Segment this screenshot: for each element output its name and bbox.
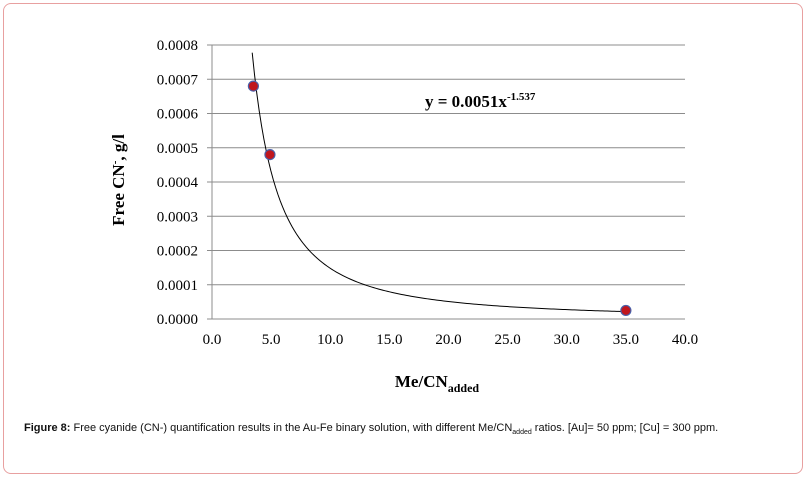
free-cyanide-chart: 0.00000.00010.00020.00030.00040.00050.00… (109, 38, 699, 395)
caption-text-end: ratios. [Au]= 50 ppm; [Cu] = 300 ppm. (531, 422, 719, 434)
data-point (620, 304, 632, 317)
data-point (264, 149, 276, 161)
y-tick-label: 0.0007 (157, 72, 199, 88)
figure-caption: Figure 8: Free cyanide (CN-) quantificat… (24, 421, 784, 440)
figure-frame (3, 3, 803, 474)
y-tick-label: 0.0000 (157, 312, 198, 328)
y-tick-label: 0.0005 (157, 141, 198, 157)
x-tick-label: 40.0 (672, 332, 698, 348)
x-tick-label: 5.0 (262, 332, 281, 348)
y-axis-label: Free CN-, g/l (109, 134, 128, 226)
x-tick-label: 10.0 (317, 332, 343, 348)
y-tick-label: 0.0002 (157, 244, 198, 260)
x-tick-label: 25.0 (495, 332, 521, 348)
caption-text: Free cyanide (CN-) quantification result… (70, 422, 513, 434)
caption-subscript: added (512, 429, 532, 437)
y-tick-label: 0.0003 (157, 209, 198, 225)
data-point (247, 80, 259, 92)
trendline-equation: y = 0.0051x-1.537 (425, 91, 536, 111)
data-points (247, 80, 632, 317)
y-tick-label: 0.0001 (157, 278, 198, 294)
x-tick-label: 0.0 (203, 332, 222, 348)
x-tick-label: 35.0 (613, 332, 639, 348)
x-tick-label: 15.0 (376, 332, 402, 348)
y-tick-labels: 0.0000 0.0001 0.0002 0.0003 0.0004 0.0005 0.00… (157, 38, 199, 328)
x-tick-labels: 0.0 5.0 10.0 15.0 20.0 25.0 30.0 35.0 40.0 (203, 332, 699, 348)
x-tick-label: 30.0 (554, 332, 580, 348)
power-trendline (251, 52, 626, 313)
y-tick-label: 0.0006 (157, 107, 199, 123)
y-tick-label: 0.0004 (157, 175, 199, 191)
x-axis-label: Me/CNadded (395, 372, 480, 395)
grid-lines (207, 44, 685, 320)
y-tick-label: 0.0008 (157, 38, 198, 54)
x-tick-label: 20.0 (435, 332, 461, 348)
caption-label: Figure 8: (24, 422, 71, 434)
